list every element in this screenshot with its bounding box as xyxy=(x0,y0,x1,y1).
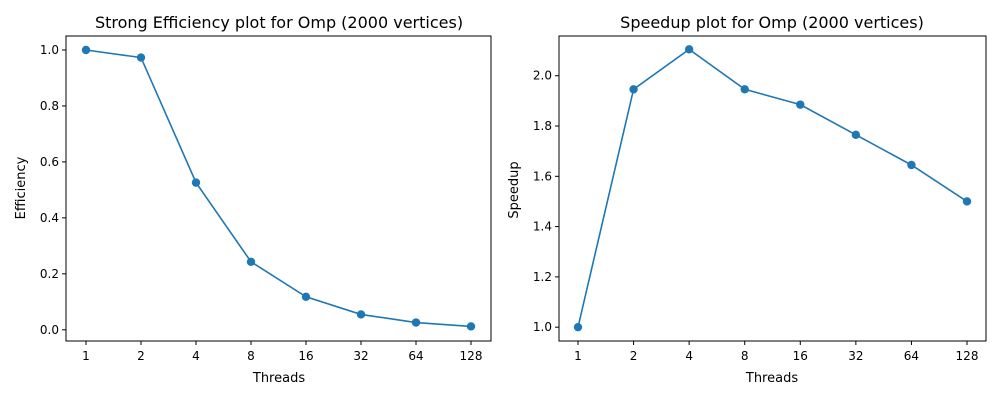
y-tick-label: 2.0 xyxy=(533,69,552,83)
x-tick-label: 1 xyxy=(82,349,90,363)
y-tick-label: 0.6 xyxy=(40,155,59,169)
data-point xyxy=(301,292,311,301)
data-point xyxy=(411,318,421,327)
x-tick-label: 64 xyxy=(904,349,919,363)
data-point xyxy=(356,310,366,319)
data-point xyxy=(246,257,256,267)
x-tick-label: 8 xyxy=(741,349,749,363)
chart-title: Speedup plot for Omp (2000 vertices) xyxy=(620,13,924,32)
y-axis-label: Speedup xyxy=(507,161,522,218)
y-tick-label: 0.0 xyxy=(40,323,59,337)
y-tick-label: 0.2 xyxy=(40,267,59,281)
y-tick-label: 1.0 xyxy=(40,43,59,57)
x-axis-label: Threads xyxy=(252,371,305,386)
series-marks xyxy=(81,45,476,331)
series-line xyxy=(85,49,472,328)
x-tick-label: 128 xyxy=(956,349,979,363)
y-tick-label: 1.4 xyxy=(533,220,552,234)
data-point xyxy=(907,160,916,170)
data-point xyxy=(136,53,146,62)
speedup-chart: Speedup plot for Omp (2000 vertices) Thr… xyxy=(507,13,987,386)
x-tick-label: 32 xyxy=(353,349,368,363)
x-tick-label: 2 xyxy=(137,349,145,363)
x-tick-label: 16 xyxy=(793,349,808,363)
y-tick-label: 1.8 xyxy=(533,119,552,133)
x-tick-label: 2 xyxy=(630,349,638,363)
y-tick-label: 1.0 xyxy=(533,320,552,334)
y-tick-label: 0.4 xyxy=(40,211,59,225)
x-tick-label: 1 xyxy=(574,349,582,363)
y-axis-label: Efficiency xyxy=(14,156,29,219)
axis-ticks: 1 2 4 8 16 32 64 128 0.0 0.2 0.4 0.6 0.8 1.0 xyxy=(40,43,483,363)
data-point xyxy=(740,85,749,94)
x-tick-label: 32 xyxy=(848,349,863,363)
x-tick-label: 128 xyxy=(460,349,483,363)
y-tick-label: 1.2 xyxy=(533,270,552,284)
x-tick-label: 64 xyxy=(408,349,423,363)
data-point xyxy=(796,100,805,109)
data-point xyxy=(684,45,694,54)
x-tick-label: 8 xyxy=(247,349,255,363)
data-point xyxy=(962,197,972,206)
plot-area-frame xyxy=(65,35,492,342)
plot-area-frame xyxy=(558,35,987,342)
data-point xyxy=(629,85,638,94)
y-tick-label: 1.6 xyxy=(533,169,552,183)
x-tick-label: 4 xyxy=(685,349,693,363)
chart-title: Strong Efficiency plot for Omp (2000 ver… xyxy=(95,13,463,32)
x-tick-label: 16 xyxy=(298,349,313,363)
data-point xyxy=(851,130,861,140)
data-point xyxy=(81,45,91,55)
x-tick-label: 4 xyxy=(192,349,200,363)
efficiency-chart: Strong Efficiency plot for Omp (2000 ver… xyxy=(14,13,492,386)
y-tick-label: 0.8 xyxy=(40,99,59,113)
x-axis-label: Threads xyxy=(745,371,798,386)
series-marks xyxy=(573,45,972,332)
axis-ticks: 1 2 4 8 16 32 64 128 1.0 1.2 1.4 1.6 1.8 2.0 xyxy=(533,69,979,363)
series-line xyxy=(577,48,968,328)
data-point xyxy=(573,322,583,332)
data-point xyxy=(191,178,201,187)
data-point xyxy=(466,322,476,331)
